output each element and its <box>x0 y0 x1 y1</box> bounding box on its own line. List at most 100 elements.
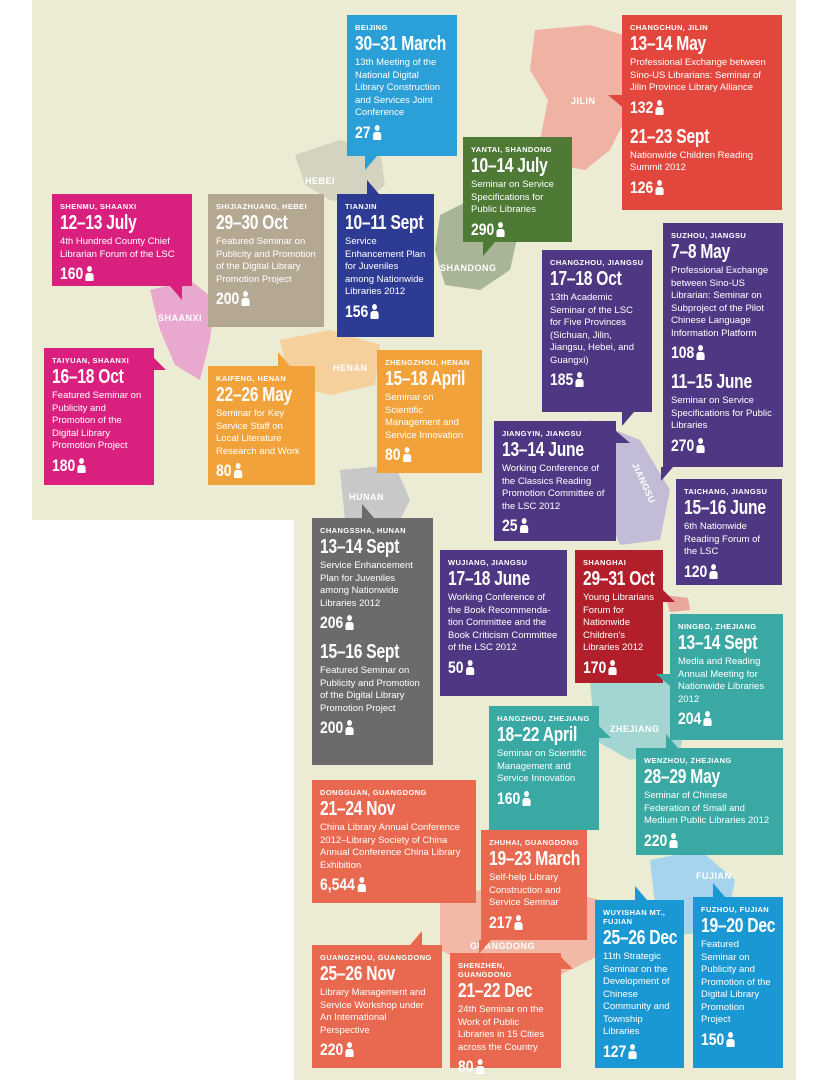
event-location: SHANGHAI <box>583 558 627 567</box>
attendee-count: 206 <box>320 613 406 632</box>
province-label-shandong: SHANDONG <box>440 263 497 273</box>
event-description: Working Conference of the Book Recommend… <box>448 592 558 653</box>
province-label-guangdong: GUANGDONG <box>470 941 535 951</box>
event-card-changzhou: CHANGZHOU, JIANGSU 17–18 Oct 13th Academ… <box>542 250 652 426</box>
event-date: 13–14 Sept <box>320 536 400 558</box>
event-card-dongguan: DONGGUAN, GUANGDONG 21–24 Nov China Libr… <box>312 780 476 903</box>
event-date: 17–18 Oct <box>550 268 622 290</box>
person-icon <box>669 832 678 848</box>
event-location: WENZHOU, ZHEJIANG <box>644 756 732 765</box>
event-date: 7–8 May <box>671 241 731 263</box>
event-location: SHENMU, SHAANXI <box>60 202 137 211</box>
event-description: Service Enhancement Plan for Juveniles a… <box>345 236 426 297</box>
event-card-fuzhou: FUZHOU, FUJIAN 19–20 Dec Featured Semina… <box>693 883 783 1068</box>
event-date: 15–16 June <box>684 497 766 519</box>
person-icon <box>696 345 705 360</box>
shaanxi-shape <box>150 280 215 380</box>
event-card-shenzhen: SHENZHEN, GUANGDONG 21–22 Dec 24th Semin… <box>450 953 573 1076</box>
event-location: ZHUHAI, GUANGDONG <box>489 838 579 847</box>
event-description: Nationwide Children Reading Summit 2012 <box>630 149 754 174</box>
attendee-count: 6,544 <box>320 875 441 894</box>
event-card-shanghai: SHANGHAI 29–31 Oct Young Librarians Foru… <box>575 550 675 683</box>
event-date: 22–26 May <box>216 384 292 406</box>
person-icon <box>241 291 250 306</box>
person-icon <box>233 463 243 478</box>
event-location: SUZHOU, JIANGSU <box>671 231 747 240</box>
event-card-ningbo: NINGBO, ZHEJIANG 13–14 Sept Media and Re… <box>656 614 783 740</box>
event-location: TIANJIN <box>345 202 377 211</box>
event-description: Featured Seminar on Publicity and Promot… <box>701 939 771 1025</box>
event-location: TAICHANG, JIANGSU <box>684 487 768 496</box>
person-icon <box>522 790 531 806</box>
person-icon <box>726 1031 735 1047</box>
event-location: YANTAI, SHANDONG <box>471 145 552 154</box>
event-date: 10–14 July <box>471 155 548 177</box>
attendee-count: 180 <box>52 456 129 475</box>
person-icon <box>575 372 584 387</box>
event-card-taiyuan: TAIYUAN, SHAANXI 16–18 Oct Featured Semi… <box>44 348 166 485</box>
province-label-zhejiang: ZHEJIANG <box>610 724 660 734</box>
person-icon <box>345 720 354 735</box>
attendee-count: 156 <box>345 302 411 321</box>
hunan-shape <box>340 465 410 520</box>
event-location: HANGZHOU, ZHEJIANG <box>497 714 590 723</box>
event-description: Library Management and Service Workshop … <box>320 987 426 1036</box>
event-description: 6th Nationwide Reading Forum of the LSC <box>684 521 761 557</box>
attendee-count: 185 <box>550 370 627 389</box>
province-label-hebei: HEBEI <box>305 176 336 186</box>
event-location: GUANGZHOU, GUANGDONG <box>320 953 432 962</box>
event-location: WUYISHAN MT., FUJIAN <box>603 908 666 926</box>
event-date: 21–22 Dec <box>458 980 533 1002</box>
event-date: 30–31 March <box>355 33 447 55</box>
event-date: 13–14 June <box>502 439 584 461</box>
person-icon <box>703 711 712 726</box>
event-card-taichang: TAICHANG, JIANGSU 15–16 June 6th Nationw… <box>676 479 782 585</box>
event-card-shenmu: SHENMU, SHAANXI 12–13 July 4th Hundred C… <box>52 194 192 300</box>
person-icon <box>475 1059 485 1074</box>
event-date: 18–22 April <box>497 724 578 746</box>
person-icon <box>77 457 86 473</box>
event-location: SHIJIAZHUANG, HEBEI <box>216 202 307 211</box>
person-icon <box>519 518 529 533</box>
attendee-count: 160 <box>60 264 162 283</box>
event-date: 13–14 Sept <box>678 632 758 654</box>
event-card-jiangyin: JIANGYIN, JIANGSU 13–14 June Working Con… <box>494 421 630 541</box>
event-card-beijing: BEIJING 30–31 March 13th Meeting of the … <box>347 15 457 170</box>
event-description: Featured Seminar on Publicity and Promot… <box>320 665 420 714</box>
event-description: Professional Exchange between Sino-US Li… <box>630 57 766 93</box>
person-icon <box>496 221 505 237</box>
event-location: CHANGCHUN, JILIN <box>630 23 709 32</box>
event-location: FUZHOU, FUJIAN <box>701 905 770 914</box>
event-location: SHENZHEN, GUANGDONG <box>458 961 513 979</box>
event-date: 29–31 Oct <box>583 568 655 590</box>
province-label-shaanxi: SHAANXI <box>158 313 203 323</box>
event-card-tianjin: TIANJIN 10–11 Sept Service Enhancement P… <box>337 180 434 337</box>
event-card-kaifeng: KAIFENG, HENAN 22–26 May Seminar for Key… <box>208 352 315 485</box>
attendee-count: 270 <box>671 436 756 455</box>
attendee-count: 160 <box>497 789 574 808</box>
person-icon <box>372 124 382 140</box>
event-location: ZHENGZHOU, HENAN <box>385 358 470 367</box>
event-date: 29–30 Oct <box>216 212 288 234</box>
attendee-count: 150 <box>701 1030 762 1049</box>
event-description: Featured Seminar on Publicity and Promot… <box>216 236 316 285</box>
person-icon <box>85 266 94 281</box>
person-icon <box>655 179 664 195</box>
event-description: Seminar on Service Specifications for Pu… <box>471 179 554 215</box>
event-location: CHANGZHOU, JIANGSU <box>550 258 644 267</box>
event-date: 25–26 Nov <box>320 963 396 985</box>
attendee-count: 25 <box>502 516 589 535</box>
attendee-count: 204 <box>678 709 758 728</box>
event-description: Self-help Library Construction and Servi… <box>489 872 561 908</box>
attendee-count: 200 <box>320 718 406 737</box>
event-card-hangzhou: HANGZHOU, ZHEJIANG 18–22 April Seminar o… <box>489 706 611 830</box>
event-location: CHANGSSHA, HUNAN <box>320 526 406 535</box>
event-date: 21–23 Sept <box>630 125 710 148</box>
person-icon <box>608 659 617 675</box>
event-location: NINGBO, ZHEJIANG <box>678 622 757 631</box>
attendee-count: 27 <box>355 123 432 142</box>
jilin-shape <box>530 25 650 170</box>
attendee-count: 80 <box>458 1057 536 1076</box>
person-icon <box>628 1043 637 1059</box>
attendee-count: 126 <box>630 178 748 197</box>
